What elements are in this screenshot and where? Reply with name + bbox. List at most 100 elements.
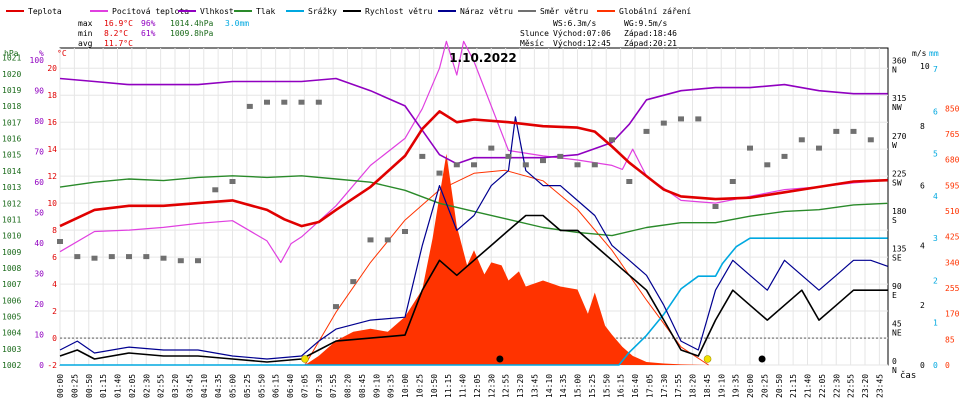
- stats-temp: 11.7°C: [104, 39, 133, 48]
- x-tick-label: 19:10: [717, 374, 726, 398]
- x-tick-label: 08:45: [358, 374, 367, 398]
- winddir-tick: 315: [892, 94, 907, 103]
- temperature-tick: 10: [47, 199, 57, 208]
- wind-direction-point: [833, 128, 840, 134]
- wind-direction-point: [798, 137, 805, 143]
- radiation-tick: 0: [945, 361, 950, 370]
- radiation-tick: 340: [945, 258, 960, 267]
- x-tick-label: 14:10: [545, 374, 554, 398]
- x-tick-label: 07:30: [315, 374, 324, 398]
- wind-direction-point: [660, 120, 667, 126]
- windspeed-tick: 8: [920, 122, 925, 131]
- pressure-tick: 1006: [2, 296, 21, 305]
- legend: Teplota Pocitová teplota Vlhkost Tlak Srážky…: [6, 7, 691, 16]
- pressure-tick: 1016: [2, 135, 21, 144]
- x-tick-label: 22:30: [832, 374, 841, 398]
- wind-direction-point: [764, 162, 771, 168]
- legend-label: Náraz větru: [460, 7, 513, 16]
- temperature-tick: 6: [52, 253, 57, 262]
- humidity-tick: 30: [34, 270, 44, 279]
- temperature-tick: 14: [47, 145, 57, 154]
- winddir-tick: 45: [892, 319, 902, 328]
- wind-direction-point: [729, 179, 736, 184]
- x-tick-label: 20:00: [746, 374, 755, 398]
- x-tick-label: 13:45: [530, 374, 539, 398]
- radiation-tick: 510: [945, 207, 960, 216]
- wind-direction-point: [678, 116, 684, 122]
- x-tick-label: 22:05: [818, 374, 827, 398]
- x-tick-label: 10:00: [401, 374, 410, 398]
- moon-rise: Východ:12:45: [553, 39, 611, 48]
- stats-temp: 8.2°C: [104, 29, 128, 38]
- legend-label: Teplota: [28, 7, 62, 16]
- pressure-tick: 1014: [2, 167, 21, 176]
- rain-tick: 6: [933, 107, 938, 116]
- x-axis-label: čas: [900, 370, 916, 381]
- x-tick-label: 04:10: [200, 374, 209, 398]
- winddir-label: NE: [892, 328, 902, 337]
- series-layer: [57, 40, 888, 366]
- x-tick-label: 11:15: [444, 374, 453, 398]
- pressure-tick: 1005: [2, 312, 21, 321]
- x-tick-label: 06:15: [272, 374, 281, 398]
- wind-direction-point: [384, 237, 391, 243]
- stats-humidity: 96%: [141, 19, 156, 28]
- sun-label: Slunce: [520, 29, 549, 38]
- x-tick-label: 07:05: [300, 374, 309, 398]
- x-tick-label: 18:45: [703, 374, 712, 398]
- pressure-tick: 1017: [2, 118, 21, 127]
- wind-speed-line: [59, 214, 888, 363]
- x-tick-label: 21:15: [789, 374, 798, 398]
- stats-temp: 16.9°C: [104, 19, 133, 28]
- pressure-line: [59, 175, 888, 237]
- radiation-tick: 850: [945, 104, 960, 113]
- x-tick-label: 23:20: [861, 374, 870, 398]
- wind-direction-point: [574, 162, 581, 168]
- wind-direction-point: [57, 239, 63, 244]
- x-tick-label: 03:20: [171, 374, 180, 398]
- x-tick-label: 14:35: [559, 374, 568, 398]
- winddir-label: W: [892, 141, 897, 150]
- wind-gust-line: [59, 116, 888, 360]
- humidity-tick: 0: [39, 361, 44, 370]
- wind-direction-point: [264, 99, 270, 105]
- x-tick-label: 02:30: [142, 374, 151, 398]
- wind-direction-point: [246, 103, 253, 109]
- wind-direction-point: [540, 158, 546, 164]
- humidity-tick: 80: [34, 117, 44, 126]
- temperature-line: [59, 110, 888, 228]
- humidity-tick: 50: [34, 209, 44, 218]
- wind-direction-point: [126, 254, 132, 260]
- x-tick-label: 07:55: [329, 374, 338, 398]
- x-tick-label: 00:25: [70, 374, 79, 398]
- pressure-tick: 1019: [2, 86, 21, 95]
- x-tick-label: 09:35: [387, 374, 396, 398]
- wind-direction-point: [419, 153, 426, 159]
- pressure-tick: 1003: [2, 345, 21, 354]
- wind-direction-point: [522, 162, 529, 168]
- x-tick-label: 17:30: [660, 374, 669, 398]
- wind-direction-point: [643, 128, 650, 134]
- rain-tick: 5: [933, 150, 938, 159]
- pressure-tick: 1011: [2, 215, 21, 224]
- wind-direction-point: [281, 99, 288, 105]
- legend-label: Pocitová teplota: [112, 7, 189, 16]
- x-tick-label: 16:15: [617, 374, 626, 398]
- x-tick-label: 02:55: [157, 374, 166, 398]
- wind-direction-point: [436, 170, 443, 176]
- winddir-tick: 360: [892, 57, 907, 66]
- moon-set: Západ:20:21: [624, 39, 677, 48]
- rain-line: [60, 237, 888, 366]
- wind-direction-point: [591, 162, 598, 168]
- temperature-tick: -2: [47, 361, 57, 370]
- temperature-tick: 4: [52, 280, 57, 289]
- wind-direction-point: [816, 145, 822, 151]
- pressure-tick: 1007: [2, 280, 21, 289]
- legend-label: Tlak: [256, 7, 275, 16]
- pressure-tick: 1020: [2, 70, 21, 79]
- wind-direction-point: [471, 162, 477, 168]
- x-tick-label: 01:15: [99, 374, 108, 398]
- x-tick-label: 16:40: [631, 374, 640, 398]
- rain-tick: 0: [933, 361, 938, 370]
